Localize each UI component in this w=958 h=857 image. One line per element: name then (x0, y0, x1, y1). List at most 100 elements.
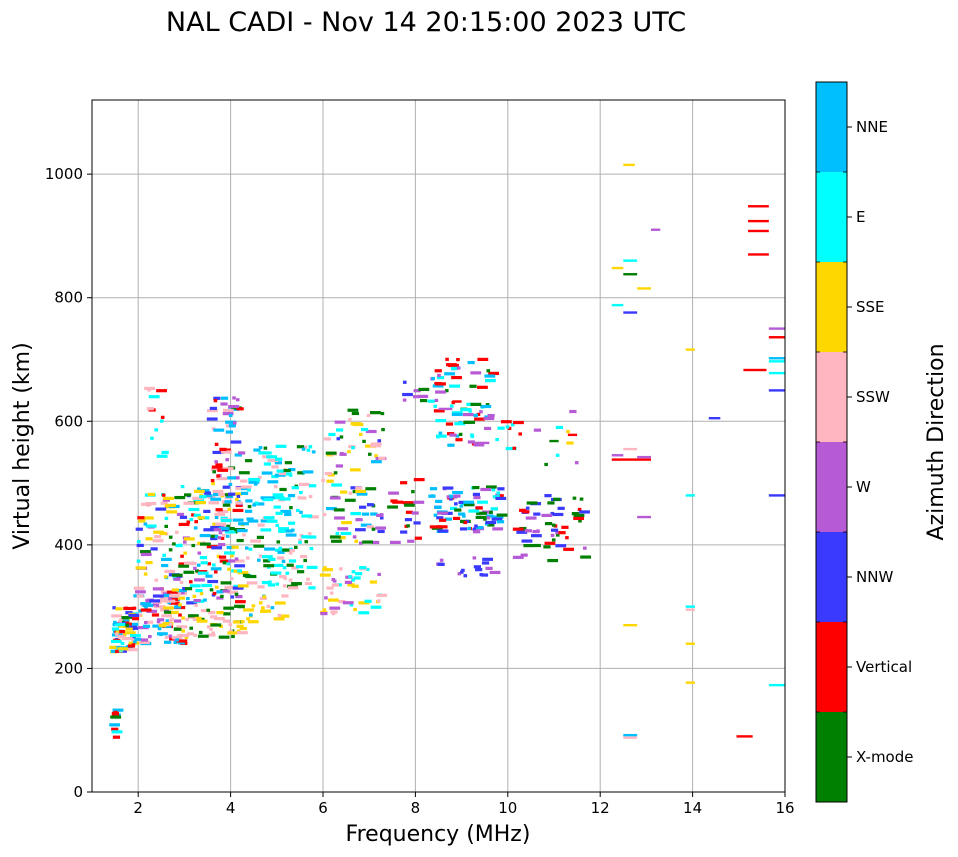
echo-mark (411, 490, 415, 494)
echo-mark (234, 604, 245, 608)
echo-mark (130, 633, 141, 638)
echo-mark (340, 531, 352, 536)
echo-mark (117, 647, 129, 651)
echo-mark (358, 601, 370, 605)
echo-mark (125, 623, 129, 627)
echo-segment (623, 259, 638, 262)
echo-mark (533, 428, 542, 432)
echo-mark (326, 586, 334, 590)
echo-mark (143, 572, 148, 576)
echo-mark (248, 613, 253, 617)
echo-mark (232, 508, 244, 513)
echo-mark (194, 520, 198, 524)
echo-mark (193, 489, 205, 493)
echo-mark (214, 460, 219, 464)
echo-mark (266, 604, 271, 608)
echo-mark (407, 539, 415, 543)
colorbar-swatch (816, 622, 847, 712)
echo-mark (261, 580, 270, 585)
echo-segment (637, 515, 652, 519)
echo-mark (497, 487, 505, 491)
echo-mark (145, 537, 153, 541)
echo-mark (261, 471, 273, 475)
echo-mark (495, 496, 507, 501)
echo-segment (736, 735, 753, 738)
echo-mark (262, 497, 274, 502)
echo-mark (161, 450, 169, 455)
echo-mark (112, 735, 121, 739)
echo-mark (451, 412, 463, 417)
echo-mark (111, 730, 123, 734)
echo-mark (222, 412, 234, 416)
echo-mark (413, 521, 421, 525)
echo-segment (768, 371, 785, 375)
echo-mark (211, 465, 223, 469)
echo-mark (331, 539, 342, 543)
echo-mark (235, 594, 243, 599)
echo-mark (263, 516, 275, 520)
echo-mark (293, 545, 298, 549)
echo-mark (308, 515, 319, 519)
echo-mark (229, 629, 233, 633)
echo-mark (171, 597, 179, 602)
echo-mark (460, 408, 472, 412)
echo-mark (267, 480, 279, 484)
echo-mark (233, 620, 241, 624)
echo-mark (348, 417, 352, 422)
echo-mark (319, 573, 331, 577)
echo-mark (454, 422, 466, 426)
echo-mark (551, 538, 556, 542)
echo-mark (193, 566, 197, 570)
echo-mark (121, 636, 133, 641)
echo-segment (685, 348, 695, 351)
echo-mark (447, 443, 455, 447)
echo-mark (213, 528, 221, 532)
echo-mark (388, 491, 399, 495)
echo-mark (377, 572, 381, 577)
echo-mark (181, 616, 185, 620)
echo-mark (277, 550, 285, 554)
echo-mark (154, 428, 159, 432)
colorbar-swatch (816, 442, 847, 532)
echo-mark (288, 467, 296, 472)
echo-mark (150, 436, 154, 440)
echo-mark (445, 357, 449, 361)
echo-mark (210, 615, 218, 619)
echo-mark (352, 422, 364, 427)
colorbar-label: X-mode (856, 748, 913, 766)
echo-mark (182, 540, 187, 544)
colorbar-label: E (856, 208, 865, 226)
echo-mark (233, 569, 238, 573)
echo-mark (237, 571, 249, 575)
echo-mark (260, 496, 265, 500)
echo-mark (435, 390, 446, 394)
echo-mark (489, 570, 501, 575)
echo-mark (186, 596, 190, 601)
echo-mark (262, 595, 267, 599)
echo-mark (437, 529, 449, 533)
echo-mark (483, 416, 495, 421)
echo-mark (213, 428, 225, 432)
echo-mark (154, 578, 159, 582)
echo-mark (552, 512, 564, 517)
echo-mark (459, 504, 464, 508)
echo-mark (308, 494, 313, 499)
echo-mark (274, 601, 286, 605)
echo-mark (374, 454, 378, 458)
echo-mark (380, 411, 385, 416)
echo-mark (235, 486, 247, 490)
echo-mark (139, 640, 150, 644)
echo-mark (232, 396, 236, 400)
echo-mark (284, 512, 292, 517)
echo-mark (472, 527, 477, 532)
echo-mark (361, 512, 370, 516)
echo-mark (236, 538, 244, 543)
echo-mark (123, 606, 135, 611)
echo-mark (214, 616, 225, 621)
echo-mark (467, 440, 476, 444)
echo-mark (520, 553, 528, 557)
echo-mark (507, 426, 512, 430)
plot-area: 2 4 6 8 10 12 14 16 0 200 400 600 800 1000 (45, 99, 795, 817)
echo-mark (120, 641, 125, 646)
echo-mark (109, 645, 117, 649)
